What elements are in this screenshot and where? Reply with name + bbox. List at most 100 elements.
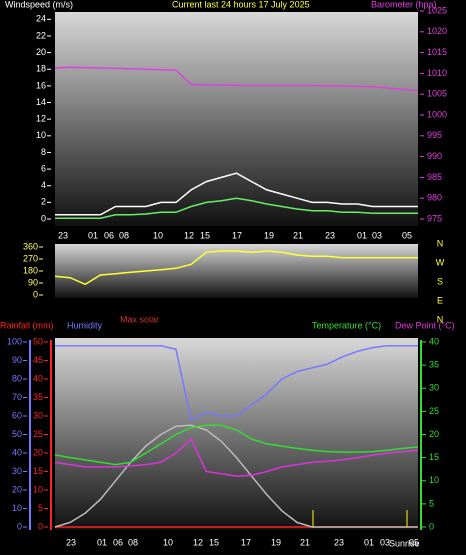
tick-label: 15 [429, 452, 439, 462]
tick-label: 40 [429, 336, 439, 346]
tick-label: 45 [33, 355, 43, 365]
series-line [54, 424, 419, 466]
tick-label: 985 [427, 172, 442, 182]
y2-label: Barometer (hpa) [371, 0, 437, 9]
series-line [54, 66, 419, 92]
tick-label: 25 [33, 429, 43, 439]
x-tick-label: 08 [128, 537, 138, 547]
tick-label: 10 [12, 503, 22, 513]
series-line [54, 250, 418, 286]
tick-label: 30 [429, 383, 439, 393]
x-tick-label: 21 [300, 537, 310, 547]
compass-label: S [437, 276, 443, 286]
x-tick-label: 12 [184, 230, 194, 240]
tick-label: 5 [38, 503, 43, 513]
tick-label: 40 [33, 373, 43, 383]
tick-label: 14 [36, 97, 46, 107]
x-tick-label: 03 [372, 230, 382, 240]
x-tick-label: 23 [58, 230, 68, 240]
legend: Max solar [120, 314, 159, 324]
series-line [54, 424, 418, 528]
x-tick-label: 21 [293, 230, 303, 240]
tick-label: 5 [429, 498, 434, 508]
tick-label: 0 [41, 213, 46, 223]
x-tick-label: 12 [193, 537, 203, 547]
compass-label: W [436, 257, 445, 267]
x-tick-label: 05 [409, 537, 419, 547]
tick-label: 0 [429, 521, 434, 531]
tick-label: 0 [17, 521, 22, 531]
compass-label: E [437, 295, 443, 305]
x-tick-label: 23 [334, 537, 344, 547]
tick-label: 24 [36, 14, 46, 24]
tick-label: 80 [12, 373, 22, 383]
series-line [55, 172, 418, 216]
tick-label: 10 [33, 484, 43, 494]
tick-label: 100 [7, 336, 22, 346]
tick-label: 1000 [427, 109, 447, 119]
x-tick-label: 10 [163, 537, 173, 547]
tick-label: 70 [12, 392, 22, 402]
tick-label: 10 [36, 130, 46, 140]
x-tick-label: 01 [88, 230, 98, 240]
tick-label: 8 [41, 147, 46, 157]
tick-label: 990 [427, 151, 442, 161]
x-tick-label: 01 [364, 537, 374, 547]
tick-label: 22 [36, 30, 46, 40]
x-tick-label: 08 [119, 230, 129, 240]
series-line [54, 437, 419, 477]
x-tick-label: 06 [113, 537, 123, 547]
tick-label: 12 [36, 114, 46, 124]
x-tick-label: 10 [153, 230, 163, 240]
tick-label: 50 [33, 336, 43, 346]
tick-label: 16 [36, 80, 46, 90]
tick-label: 0 [33, 289, 38, 299]
tick-label: 18 [36, 64, 46, 74]
x-tick-label: 06 [104, 230, 114, 240]
tick-label: 20 [429, 429, 439, 439]
x-tick-label: 03 [380, 537, 390, 547]
x-tick-label: 23 [66, 537, 76, 547]
x-tick-label: 15 [200, 230, 210, 240]
x-tick-label: 01 [357, 230, 367, 240]
plot-bg [55, 12, 418, 226]
tick-label: 1005 [427, 89, 447, 99]
tick-label: 6 [41, 163, 46, 173]
y-label: Windspeed (m/s) [5, 0, 73, 9]
tick-label: 995 [427, 130, 442, 140]
tick-label: 4 [41, 180, 46, 190]
tick-label: 1010 [427, 68, 447, 78]
tick-label: 15 [33, 466, 43, 476]
x-tick-label: 23 [325, 230, 335, 240]
legend: Rainfall (mm) [0, 320, 54, 330]
tick-label: 30 [12, 466, 22, 476]
tick-label: 360 [23, 241, 38, 251]
tick-label: 50 [12, 429, 22, 439]
tick-label: 180 [23, 265, 38, 275]
tick-label: 270 [23, 253, 38, 263]
x-tick-label: 15 [209, 537, 219, 547]
tick-label: 90 [28, 277, 38, 287]
tick-label: 975 [427, 213, 442, 223]
tick-label: 20 [36, 47, 46, 57]
tick-label: 25 [429, 406, 439, 416]
plot-bg [55, 338, 418, 530]
series-line [55, 344, 418, 421]
x-tick-label: 05 [402, 230, 412, 240]
x-tick-label: 19 [264, 230, 274, 240]
tick-label: 20 [33, 447, 43, 457]
sunrise-label: Sunrise [389, 538, 420, 548]
series-line [55, 197, 418, 219]
tick-label: 60 [12, 410, 22, 420]
plot-bg [55, 244, 418, 298]
tick-label: 35 [33, 392, 43, 402]
tick-label: 35 [429, 360, 439, 370]
legend: Temperature (°C) [312, 320, 381, 330]
x-tick-label: 17 [232, 230, 242, 240]
tick-label: 1025 [427, 5, 447, 15]
x-tick-label: 17 [241, 537, 251, 547]
tick-label: 40 [12, 447, 22, 457]
tick-label: 2 [41, 197, 46, 207]
tick-label: 20 [12, 484, 22, 494]
